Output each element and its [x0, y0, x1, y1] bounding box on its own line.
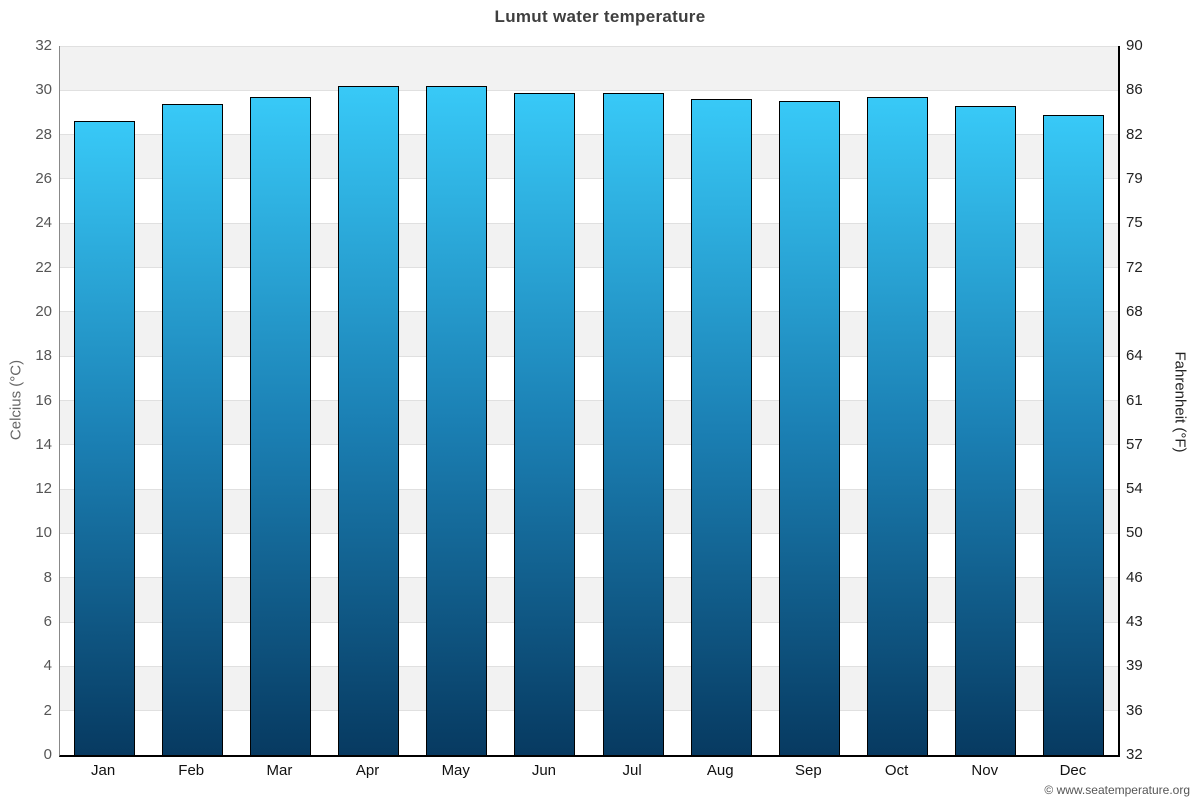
y-tick-right: 39 [1126, 657, 1143, 675]
y-tick-right: 32 [1126, 746, 1143, 763]
gridline [60, 710, 1118, 712]
gridline [60, 665, 1118, 667]
y-tick-right: 50 [1126, 524, 1143, 542]
plot-band [60, 46, 1118, 91]
y-tick-left: 18 [35, 347, 52, 365]
y-tick-right: 54 [1126, 480, 1143, 498]
gridline [60, 621, 1118, 623]
plot-band [60, 223, 1118, 268]
x-tick-sep: Sep [795, 762, 822, 779]
y-tick-right: 82 [1126, 125, 1143, 143]
x-tick-jan: Jan [90, 762, 116, 779]
x-tick-may: May [441, 762, 470, 779]
temperature-bar-mar [249, 96, 311, 755]
x-tick-oct: Oct [884, 762, 909, 779]
copyright-credit-link[interactable]: © www.seatemperature.org [1044, 783, 1190, 797]
temperature-bar-jan [73, 121, 135, 755]
gridline [60, 311, 1118, 313]
y-tick-right: 46 [1126, 568, 1143, 586]
y-tick-left: 8 [43, 568, 52, 586]
y-tick-right: 90 [1126, 37, 1143, 54]
y-tick-left: 30 [35, 81, 52, 99]
y-tick-left: 12 [35, 480, 52, 498]
gridline [60, 267, 1118, 269]
plot-band [60, 489, 1118, 534]
x-tick-apr: Apr [355, 762, 380, 779]
x-tick-jun: Jun [531, 762, 556, 779]
temperature-bar-nov [955, 105, 1017, 755]
gridline [60, 134, 1118, 136]
gridline [60, 355, 1118, 357]
y-tick-left: 4 [43, 657, 52, 675]
gridline [60, 532, 1118, 534]
y-tick-left: 2 [43, 701, 52, 719]
temperature-bar-apr [338, 85, 400, 755]
y-tick-left: 28 [35, 125, 52, 143]
gridline [60, 577, 1118, 579]
y-tick-right: 86 [1126, 81, 1143, 99]
temperature-bar-jul [602, 92, 664, 755]
y-tick-left: 0 [43, 746, 52, 763]
plot-band [60, 134, 1118, 179]
x-tick-nov: Nov [971, 762, 999, 779]
y-tick-right: 72 [1126, 258, 1143, 276]
y-tick-left: 6 [43, 613, 52, 631]
temperature-bar-dec [1043, 114, 1105, 755]
x-tick-dec: Dec [1059, 762, 1087, 779]
chart-title: Lumut water temperature [494, 7, 706, 26]
y-tick-left: 16 [35, 391, 52, 409]
x-tick-aug: Aug [706, 762, 734, 779]
y-tick-right: 68 [1126, 302, 1143, 320]
y-tick-left: 24 [35, 214, 52, 232]
y-tick-left: 10 [35, 524, 52, 542]
temperature-bar-oct [867, 96, 929, 755]
y-tick-left: 26 [35, 169, 52, 187]
plot-band [60, 666, 1118, 711]
plot-band [60, 577, 1118, 623]
temperature-bar-aug [690, 99, 752, 755]
gridline [60, 488, 1118, 490]
y-tick-right: 57 [1126, 435, 1143, 453]
y-tick-left: 32 [35, 37, 52, 54]
y-tick-left: 14 [35, 435, 52, 453]
gridline [60, 89, 1118, 91]
y-tick-right: 36 [1126, 701, 1143, 719]
y-tick-left: 20 [35, 302, 52, 320]
gridline [60, 444, 1118, 446]
x-tick-feb: Feb [178, 762, 205, 779]
x-tick-mar: Mar [266, 762, 293, 779]
temperature-bar-jun [514, 92, 576, 755]
plot-band [60, 400, 1118, 445]
temperature-bar-may [426, 85, 488, 755]
x-tick-jul: Jul [622, 762, 642, 779]
y-tick-right: 43 [1126, 613, 1143, 631]
temperature-bar-sep [778, 101, 840, 755]
gridline [60, 222, 1118, 224]
gridline [60, 400, 1118, 401]
y-tick-right: 79 [1126, 169, 1143, 187]
gridline [60, 178, 1118, 180]
plot-area [59, 45, 1120, 757]
y-tick-right: 75 [1126, 214, 1143, 232]
y-tick-right: 64 [1126, 347, 1143, 365]
plot-band [60, 311, 1118, 357]
temperature-bar-feb [161, 103, 223, 755]
y-tick-right: 61 [1126, 391, 1143, 409]
y-tick-left: 22 [35, 258, 52, 276]
gridline [60, 45, 1118, 47]
